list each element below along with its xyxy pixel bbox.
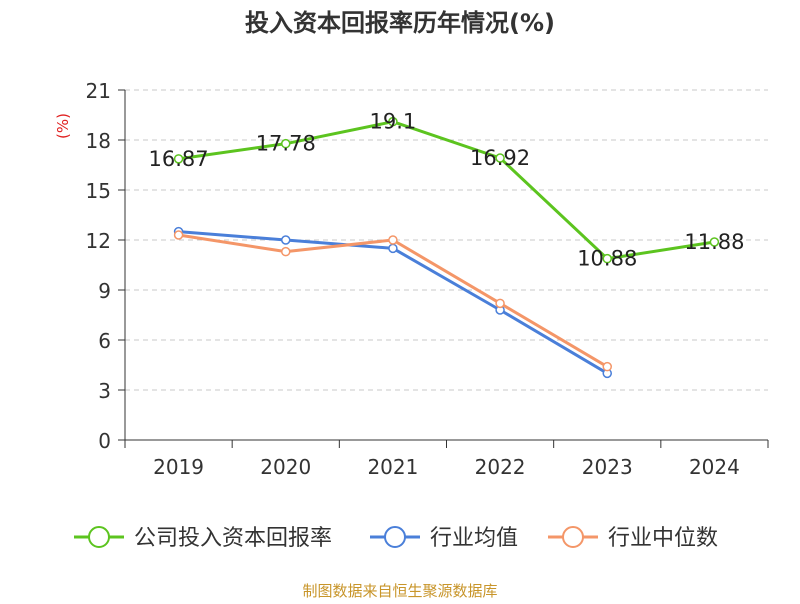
data-point[interactable] (388, 116, 398, 127)
y-tick-label: 15 (86, 179, 111, 203)
y-tick-label: 0 (98, 429, 111, 453)
legend-marker-icon (384, 526, 406, 548)
data-point[interactable] (281, 235, 291, 245)
x-tick-label: 2020 (260, 455, 311, 479)
data-point[interactable] (495, 153, 505, 163)
y-axis-unit-label: (%) (54, 113, 72, 139)
data-point[interactable] (281, 138, 291, 149)
legend-item[interactable]: 行业中位数 (548, 526, 718, 551)
legend-item[interactable]: 行业均值 (370, 526, 518, 551)
legend-label: 公司投入资本回报率 (134, 526, 332, 551)
data-point[interactable] (173, 230, 184, 240)
data-point[interactable] (602, 253, 612, 264)
data-label: 17.78 (256, 132, 316, 156)
data-point[interactable] (173, 154, 184, 164)
series-group: 16.87 17.78 19.1 16.92 10.88 11.88 (149, 110, 744, 379)
y-tick-label: 9 (98, 279, 111, 303)
gridlines (125, 89, 768, 391)
source-note: 制图数据来自恒生聚源数据库 (302, 582, 497, 600)
x-tick-label: 2024 (689, 455, 740, 479)
legend-marker-icon (562, 526, 584, 548)
x-tick-label: 2023 (582, 455, 633, 479)
y-tick-label: 6 (98, 329, 111, 353)
y-tick-label: 21 (86, 79, 111, 103)
data-point[interactable] (709, 237, 720, 247)
y-tick-label: 12 (86, 229, 111, 253)
data-point[interactable] (388, 243, 398, 254)
x-tick-label: 2019 (153, 455, 204, 479)
data-point[interactable] (495, 298, 505, 309)
y-tick-label: 3 (98, 379, 111, 403)
x-tick-label: 2021 (367, 455, 418, 479)
data-point[interactable] (281, 246, 291, 257)
chart-title: 投入资本回报率历年情况(%) (245, 9, 555, 37)
data-label: 10.88 (577, 247, 637, 271)
series-line (178, 233, 609, 368)
legend-marker-icon (88, 526, 110, 548)
y-tick-label: 18 (86, 129, 111, 153)
legend-label: 行业中位数 (608, 526, 718, 551)
data-point[interactable] (388, 235, 398, 245)
legend-item[interactable]: 公司投入资本回报率 (74, 526, 332, 551)
data-label: 11.88 (684, 230, 744, 254)
legend-label: 行业均值 (430, 526, 518, 551)
data-label: 16.92 (470, 146, 530, 170)
series-line (178, 120, 715, 261)
data-point[interactable] (602, 361, 612, 372)
x-tick-label: 2022 (475, 455, 526, 479)
data-label: 19.1 (370, 110, 417, 134)
legend[interactable]: 公司投入资本回报率 行业均值 行业中位数 (74, 526, 718, 551)
data-label: 16.87 (149, 147, 209, 171)
axes: 0 3 6 9 12 15 18 21 2019 2020 2021 2022 2023 2024 (86, 79, 769, 479)
